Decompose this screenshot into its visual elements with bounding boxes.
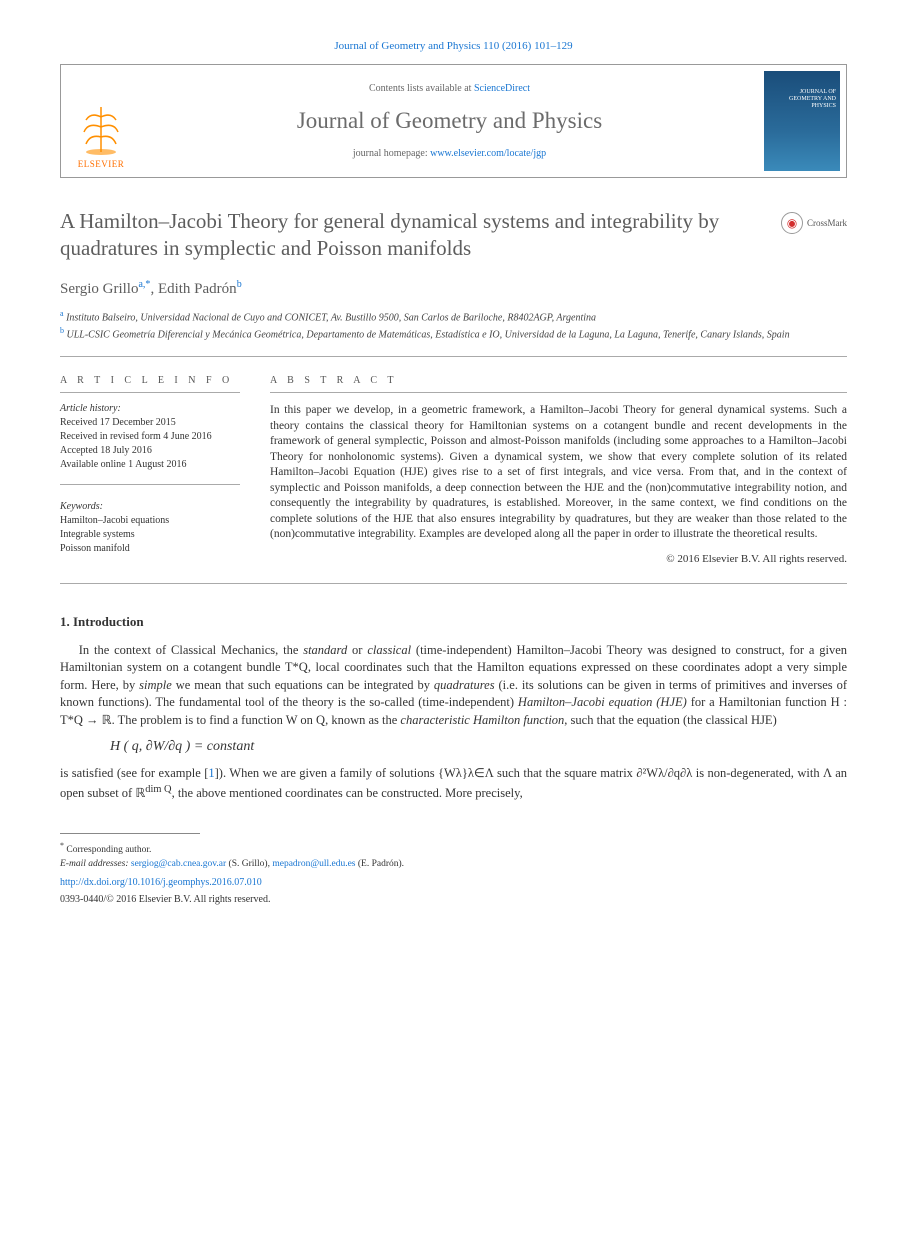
corresponding-text: Corresponding author. — [66, 845, 151, 855]
abstract-heading: A B S T R A C T — [270, 375, 847, 393]
star-icon: * — [60, 841, 64, 850]
email-2-link[interactable]: mepadron@ull.edu.es — [272, 859, 355, 869]
cover-title-text: JOURNAL OF GEOMETRY AND PHYSICS — [789, 89, 836, 111]
email-note: E-mail addresses: sergiog@cab.cnea.gov.a… — [60, 857, 847, 871]
intro-para-1: In the context of Classical Mechanics, t… — [60, 642, 847, 730]
email-1-link[interactable]: sergiog@cab.cnea.gov.ar — [131, 859, 226, 869]
issn-copyright: 0393-0440/© 2016 Elsevier B.V. All right… — [60, 894, 847, 905]
contents-prefix: Contents lists available at — [369, 83, 474, 94]
contents-list-line: Contents lists available at ScienceDirec… — [151, 83, 748, 94]
abstract-text: In this paper we develop, in a geometric… — [270, 403, 847, 543]
p1-b: standard — [303, 643, 347, 657]
journal-name: Journal of Geometry and Physics — [151, 108, 748, 134]
author-2-affil: b — [237, 279, 242, 290]
p1-d: classical — [367, 643, 411, 657]
affil-b-text: ULL-CSIC Geometría Diferencial y Mecánic… — [67, 329, 790, 340]
affil-a-text: Instituto Balseiro, Universidad Nacional… — [66, 312, 596, 323]
crossmark-label: CrossMark — [807, 218, 847, 228]
p2-a: is satisfied (see for example [ — [60, 766, 208, 780]
footnote-separator — [60, 833, 200, 840]
homepage-line: journal homepage: www.elsevier.com/locat… — [151, 148, 748, 159]
author-1-name[interactable]: Sergio Grillo — [60, 281, 138, 297]
p1-c: or — [347, 643, 367, 657]
affiliation-b: b ULL-CSIC Geometría Diferencial y Mecán… — [60, 325, 847, 342]
hje-equation: H ( q, ∂W/∂q ) = constant — [110, 739, 847, 755]
p1-a: In the context of Classical Mechanics, t… — [79, 643, 303, 657]
p2-c: dim Q — [145, 784, 171, 795]
emails-label: E-mail addresses: — [60, 859, 129, 869]
keyword-2: Integrable systems — [60, 528, 240, 542]
homepage-prefix: journal homepage: — [353, 148, 430, 159]
p1-j: Hamilton–Jacobi equation (HJE) — [518, 695, 687, 709]
journal-cover-col: JOURNAL OF GEOMETRY AND PHYSICS — [758, 65, 846, 177]
keywords-block: Keywords: Hamilton–Jacobi equations Inte… — [60, 484, 240, 556]
p1-f: simple — [139, 678, 172, 692]
online-date: Available online 1 August 2016 — [60, 458, 240, 472]
keywords-label: Keywords: — [60, 501, 240, 512]
email-2-attr: (E. Padrón). — [356, 859, 405, 869]
doi-line: http://dx.doi.org/10.1016/j.geomphys.201… — [60, 877, 847, 888]
info-abstract-row: A R T I C L E I N F O Article history: R… — [60, 375, 847, 584]
author-2-name[interactable]: Edith Padrón — [158, 281, 237, 297]
journal-cover-thumbnail: JOURNAL OF GEOMETRY AND PHYSICS — [764, 71, 840, 171]
p2-d: , the above mentioned coordinates can be… — [172, 786, 523, 800]
p1-l: characteristic Hamilton function — [400, 713, 564, 727]
elsevier-tree-icon — [76, 102, 126, 157]
author-1-affil: a,* — [138, 279, 150, 290]
abstract-copyright: © 2016 Elsevier B.V. All rights reserved… — [270, 553, 847, 565]
crossmark-icon: ◉ — [781, 212, 803, 234]
revised-date: Received in revised form 4 June 2016 — [60, 430, 240, 444]
journal-header: ELSEVIER Contents lists available at Sci… — [60, 64, 847, 178]
p1-g: we mean that such equations can be integ… — [172, 678, 434, 692]
authors-line: Sergio Grilloa,*, Edith Padrónb — [60, 279, 847, 298]
corresponding-note: * Corresponding author. — [60, 840, 847, 857]
affil-b-sup: b — [60, 326, 64, 335]
doi-link[interactable]: http://dx.doi.org/10.1016/j.geomphys.201… — [60, 877, 262, 888]
citation-line: Journal of Geometry and Physics 110 (201… — [60, 40, 847, 52]
keyword-1: Hamilton–Jacobi equations — [60, 514, 240, 528]
sciencedirect-link[interactable]: ScienceDirect — [474, 83, 530, 94]
section-1-heading: 1. Introduction — [60, 614, 847, 630]
abstract-col: A B S T R A C T In this paper we develop… — [270, 375, 847, 565]
footnotes: * Corresponding author. E-mail addresses… — [60, 840, 847, 872]
intro-para-2: is satisfied (see for example [1]). When… — [60, 765, 847, 802]
homepage-link[interactable]: www.elsevier.com/locate/jgp — [430, 148, 546, 159]
email-1-attr: (S. Grillo), — [226, 859, 272, 869]
header-center: Contents lists available at ScienceDirec… — [141, 65, 758, 177]
article-title: A Hamilton–Jacobi Theory for general dyn… — [60, 208, 781, 263]
p1-m: , such that the equation (the classical … — [564, 713, 776, 727]
keyword-3: Poisson manifold — [60, 542, 240, 556]
affiliation-a: a Instituto Balseiro, Universidad Nacion… — [60, 308, 847, 325]
publisher-logo-col: ELSEVIER — [61, 65, 141, 177]
affiliations: a Instituto Balseiro, Universidad Nacion… — [60, 308, 847, 358]
publisher-name: ELSEVIER — [78, 159, 125, 169]
p1-h: quadratures — [434, 678, 495, 692]
title-row: A Hamilton–Jacobi Theory for general dyn… — [60, 208, 847, 263]
article-info-col: A R T I C L E I N F O Article history: R… — [60, 375, 240, 565]
received-date: Received 17 December 2015 — [60, 416, 240, 430]
affil-a-sup: a — [60, 309, 64, 318]
crossmark-badge[interactable]: ◉ CrossMark — [781, 212, 847, 234]
article-info-heading: A R T I C L E I N F O — [60, 375, 240, 393]
accepted-date: Accepted 18 July 2016 — [60, 444, 240, 458]
article-history-label: Article history: — [60, 403, 240, 414]
